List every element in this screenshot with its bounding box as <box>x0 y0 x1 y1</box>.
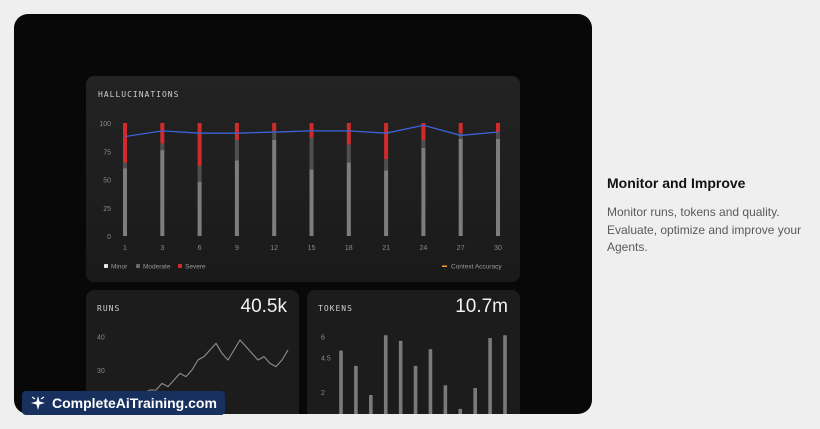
moderate-bar-segment <box>123 162 127 169</box>
moderate-legend-swatch <box>136 264 140 268</box>
token-bar <box>398 340 403 414</box>
severe-bar-segment <box>272 123 277 131</box>
minor-bar-segment <box>197 181 202 236</box>
dashboard-panel: HALLUCINATIONS 0 25 50 75 100 1 3 6 9 12 15 18 21 24 2… <box>14 14 592 414</box>
section-description: Monitor runs, tokens and quality. Evalua… <box>607 205 802 254</box>
x-tick-label: 30 <box>494 245 502 252</box>
tokens-title: TOKENS <box>318 304 353 313</box>
runs-line <box>125 339 289 411</box>
severe-bar-segment <box>234 123 239 140</box>
y-tick-label: 75 <box>103 149 111 156</box>
token-bar <box>354 365 358 414</box>
x-tick-label: 3 <box>160 245 164 252</box>
severe-bar-segment <box>123 123 127 163</box>
moderate-bar-segment <box>160 143 165 151</box>
y-tick-label: 25 <box>103 206 111 213</box>
severe-bar-segment <box>346 123 351 145</box>
token-bar <box>503 335 507 414</box>
minor-bar-segment <box>272 139 277 236</box>
x-tick-label: 18 <box>345 245 353 252</box>
y-tick-label: 100 <box>99 121 111 128</box>
token-bar <box>413 365 418 414</box>
minor-bar-segment <box>421 147 426 236</box>
token-bar <box>443 385 448 414</box>
token-bar <box>383 335 388 414</box>
severe-bar-segment <box>384 123 389 160</box>
tokens-chart: 24.56 <box>321 335 507 414</box>
x-tick-label: 24 <box>420 245 428 252</box>
minor-bar-segment <box>309 169 314 236</box>
minor-bar-segment <box>346 162 351 236</box>
moderate-bar-segment <box>384 159 389 171</box>
token-bar <box>339 350 343 414</box>
sparkle-logo-icon <box>31 396 45 410</box>
watermark-text: CompleteAiTraining.com <box>52 395 217 411</box>
token-bar <box>428 349 433 414</box>
minor-bar-segment <box>160 150 165 236</box>
x-tick-label: 15 <box>308 245 316 252</box>
y-tick-label: 2 <box>321 390 325 397</box>
accuracy-legend-label: Context Accuracy <box>451 264 502 271</box>
y-tick-label: 4.5 <box>321 356 331 363</box>
token-bar <box>458 408 463 414</box>
context-accuracy-line <box>124 124 499 138</box>
y-tick-label: 50 <box>103 178 111 185</box>
moderate-bar-segment <box>346 144 351 163</box>
severe-bar-segment <box>421 123 426 140</box>
token-bar <box>488 338 492 414</box>
section-title: Monitor and Improve <box>607 175 746 191</box>
moderate-bar-segment <box>197 165 202 182</box>
y-tick-label: 40 <box>97 335 105 342</box>
tokens-card[interactable]: TOKENS 10.7m 2 4.5 6 <box>307 290 520 414</box>
minor-bar-segment <box>234 160 239 236</box>
x-tick-label: 6 <box>198 245 202 252</box>
moderate-legend-label: Moderate <box>143 264 171 271</box>
minor-legend-swatch <box>104 264 108 268</box>
moderate-bar-segment <box>272 130 277 140</box>
minor-bar-segment <box>496 138 500 236</box>
minor-bar-segment <box>384 170 389 236</box>
minor-bar-segment <box>123 168 127 236</box>
moderate-bar-segment <box>234 139 239 161</box>
hallucinations-chart: 0 25 50 75 100 1 3 6 9 12 15 18 21 24 27 30 Minor Moderat… <box>99 121 502 271</box>
x-tick-label: 12 <box>270 245 278 252</box>
severe-bar-segment <box>496 123 500 133</box>
hallucinations-title: HALLUCINATIONS <box>98 90 180 99</box>
y-tick-label: 30 <box>97 368 105 375</box>
token-bar <box>369 395 373 414</box>
y-tick-label: 6 <box>321 335 325 342</box>
x-tick-label: 9 <box>235 245 239 252</box>
y-tick-label: 0 <box>107 234 111 241</box>
runs-chart: 30 40 <box>97 335 289 411</box>
accuracy-legend-swatch <box>442 265 447 267</box>
hallucinations-card: HALLUCINATIONS 0 25 50 75 100 1 3 6 9 12 15 18 21 24 2… <box>86 76 520 282</box>
watermark-badge: CompleteAiTraining.com <box>22 391 225 415</box>
severe-legend-label: Severe <box>185 264 206 271</box>
x-tick-label: 27 <box>457 245 465 252</box>
runs-title: RUNS <box>97 304 121 313</box>
moderate-bar-segment <box>496 132 500 139</box>
tokens-value: 10.7m <box>455 296 508 317</box>
severe-legend-swatch <box>178 264 182 268</box>
runs-value: 40.5k <box>240 296 287 317</box>
token-bar <box>473 388 477 414</box>
moderate-bar-segment <box>421 139 426 148</box>
minor-bar-segment <box>458 138 463 236</box>
severe-bar-segment <box>458 123 463 134</box>
x-tick-label: 1 <box>123 245 127 252</box>
severe-bar-segment <box>160 123 165 144</box>
x-tick-label: 21 <box>382 245 390 252</box>
minor-legend-label: Minor <box>111 264 128 271</box>
runs-card[interactable]: RUNS 40.5k 30 40 <box>86 290 299 414</box>
severe-bar-segment <box>197 123 202 166</box>
moderate-bar-segment <box>309 137 314 170</box>
